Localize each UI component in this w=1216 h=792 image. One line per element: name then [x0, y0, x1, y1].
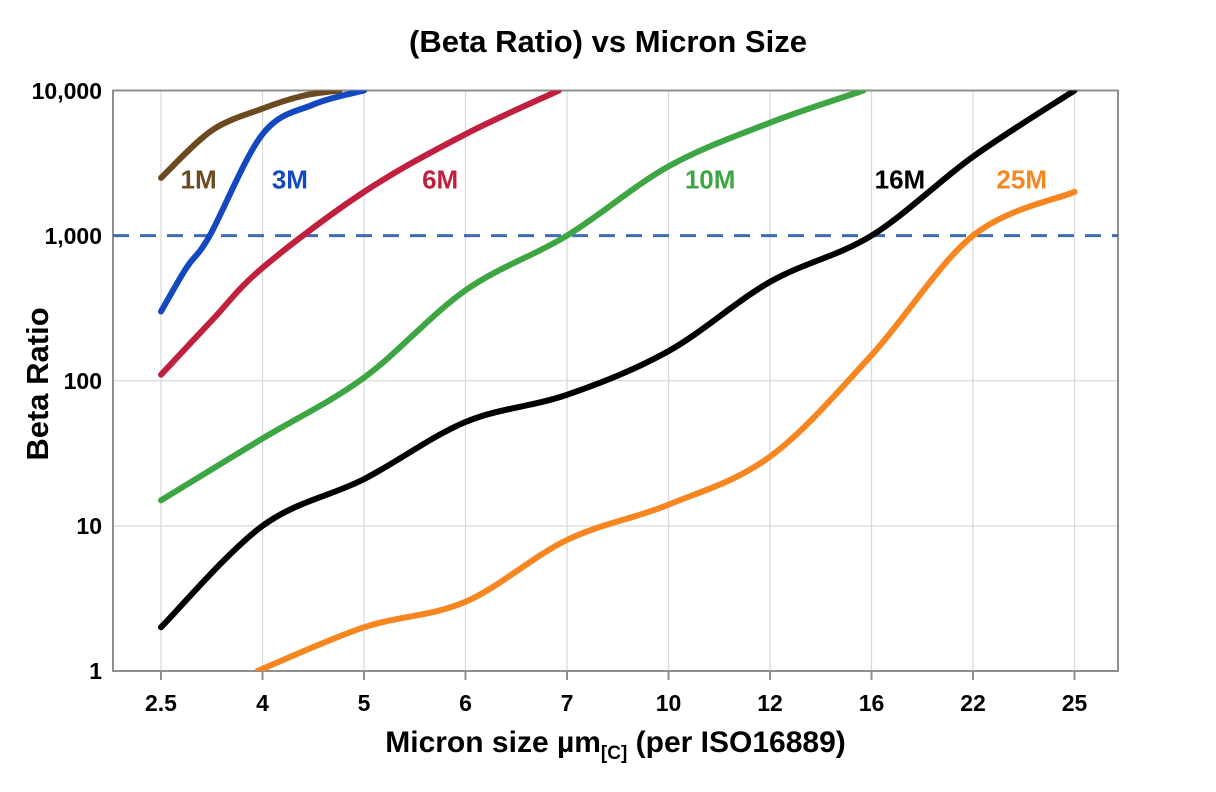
- x-axis-title-suffix: (per ISO16889): [627, 726, 846, 759]
- x-axis-title: Micron size µm[C] (per ISO16889): [113, 726, 1118, 765]
- x-tick-label: 5: [357, 690, 371, 716]
- y-tick-label: 1: [89, 658, 102, 684]
- series-label-3m: 3M: [271, 164, 308, 195]
- y-tick-label: 1,000: [44, 222, 102, 249]
- chart-title: (Beta Ratio) vs Micron Size: [409, 24, 807, 59]
- series-label-10m: 10M: [684, 164, 736, 195]
- series-curve-3m: [158, 90, 367, 315]
- series-curve-6m: [158, 90, 562, 378]
- series-curve-25m: [254, 188, 1078, 671]
- x-axis-title-main: Micron size µm: [385, 726, 601, 759]
- x-tick-label: 6: [459, 690, 472, 716]
- series-curve-1m: [158, 90, 343, 181]
- y-tick-label: 10: [76, 512, 102, 539]
- series-label-25m: 25M: [996, 164, 1048, 195]
- series-curve-16m: [158, 90, 1078, 631]
- y-tick-label: 10,000: [31, 77, 102, 104]
- series-curve-10m: [158, 90, 867, 504]
- x-tick-label: 4: [256, 690, 269, 716]
- x-tick-label: 16: [858, 690, 885, 716]
- x-tick-label: 10: [655, 690, 682, 716]
- x-axis-title-subscript: [C]: [600, 743, 628, 764]
- x-tick-label: 12: [757, 690, 783, 716]
- plot-border: [112, 89, 1119, 672]
- x-tick-label: 2.5: [145, 690, 177, 716]
- series-label-6m: 6M: [422, 164, 459, 195]
- series-label-16m: 16M: [874, 164, 926, 195]
- x-tick-label: 7: [560, 690, 574, 716]
- series-label-1m: 1M: [180, 164, 217, 195]
- x-tick-label: 22: [960, 690, 986, 716]
- y-tick-label: 100: [63, 367, 102, 394]
- x-tick-label: 25: [1061, 690, 1088, 716]
